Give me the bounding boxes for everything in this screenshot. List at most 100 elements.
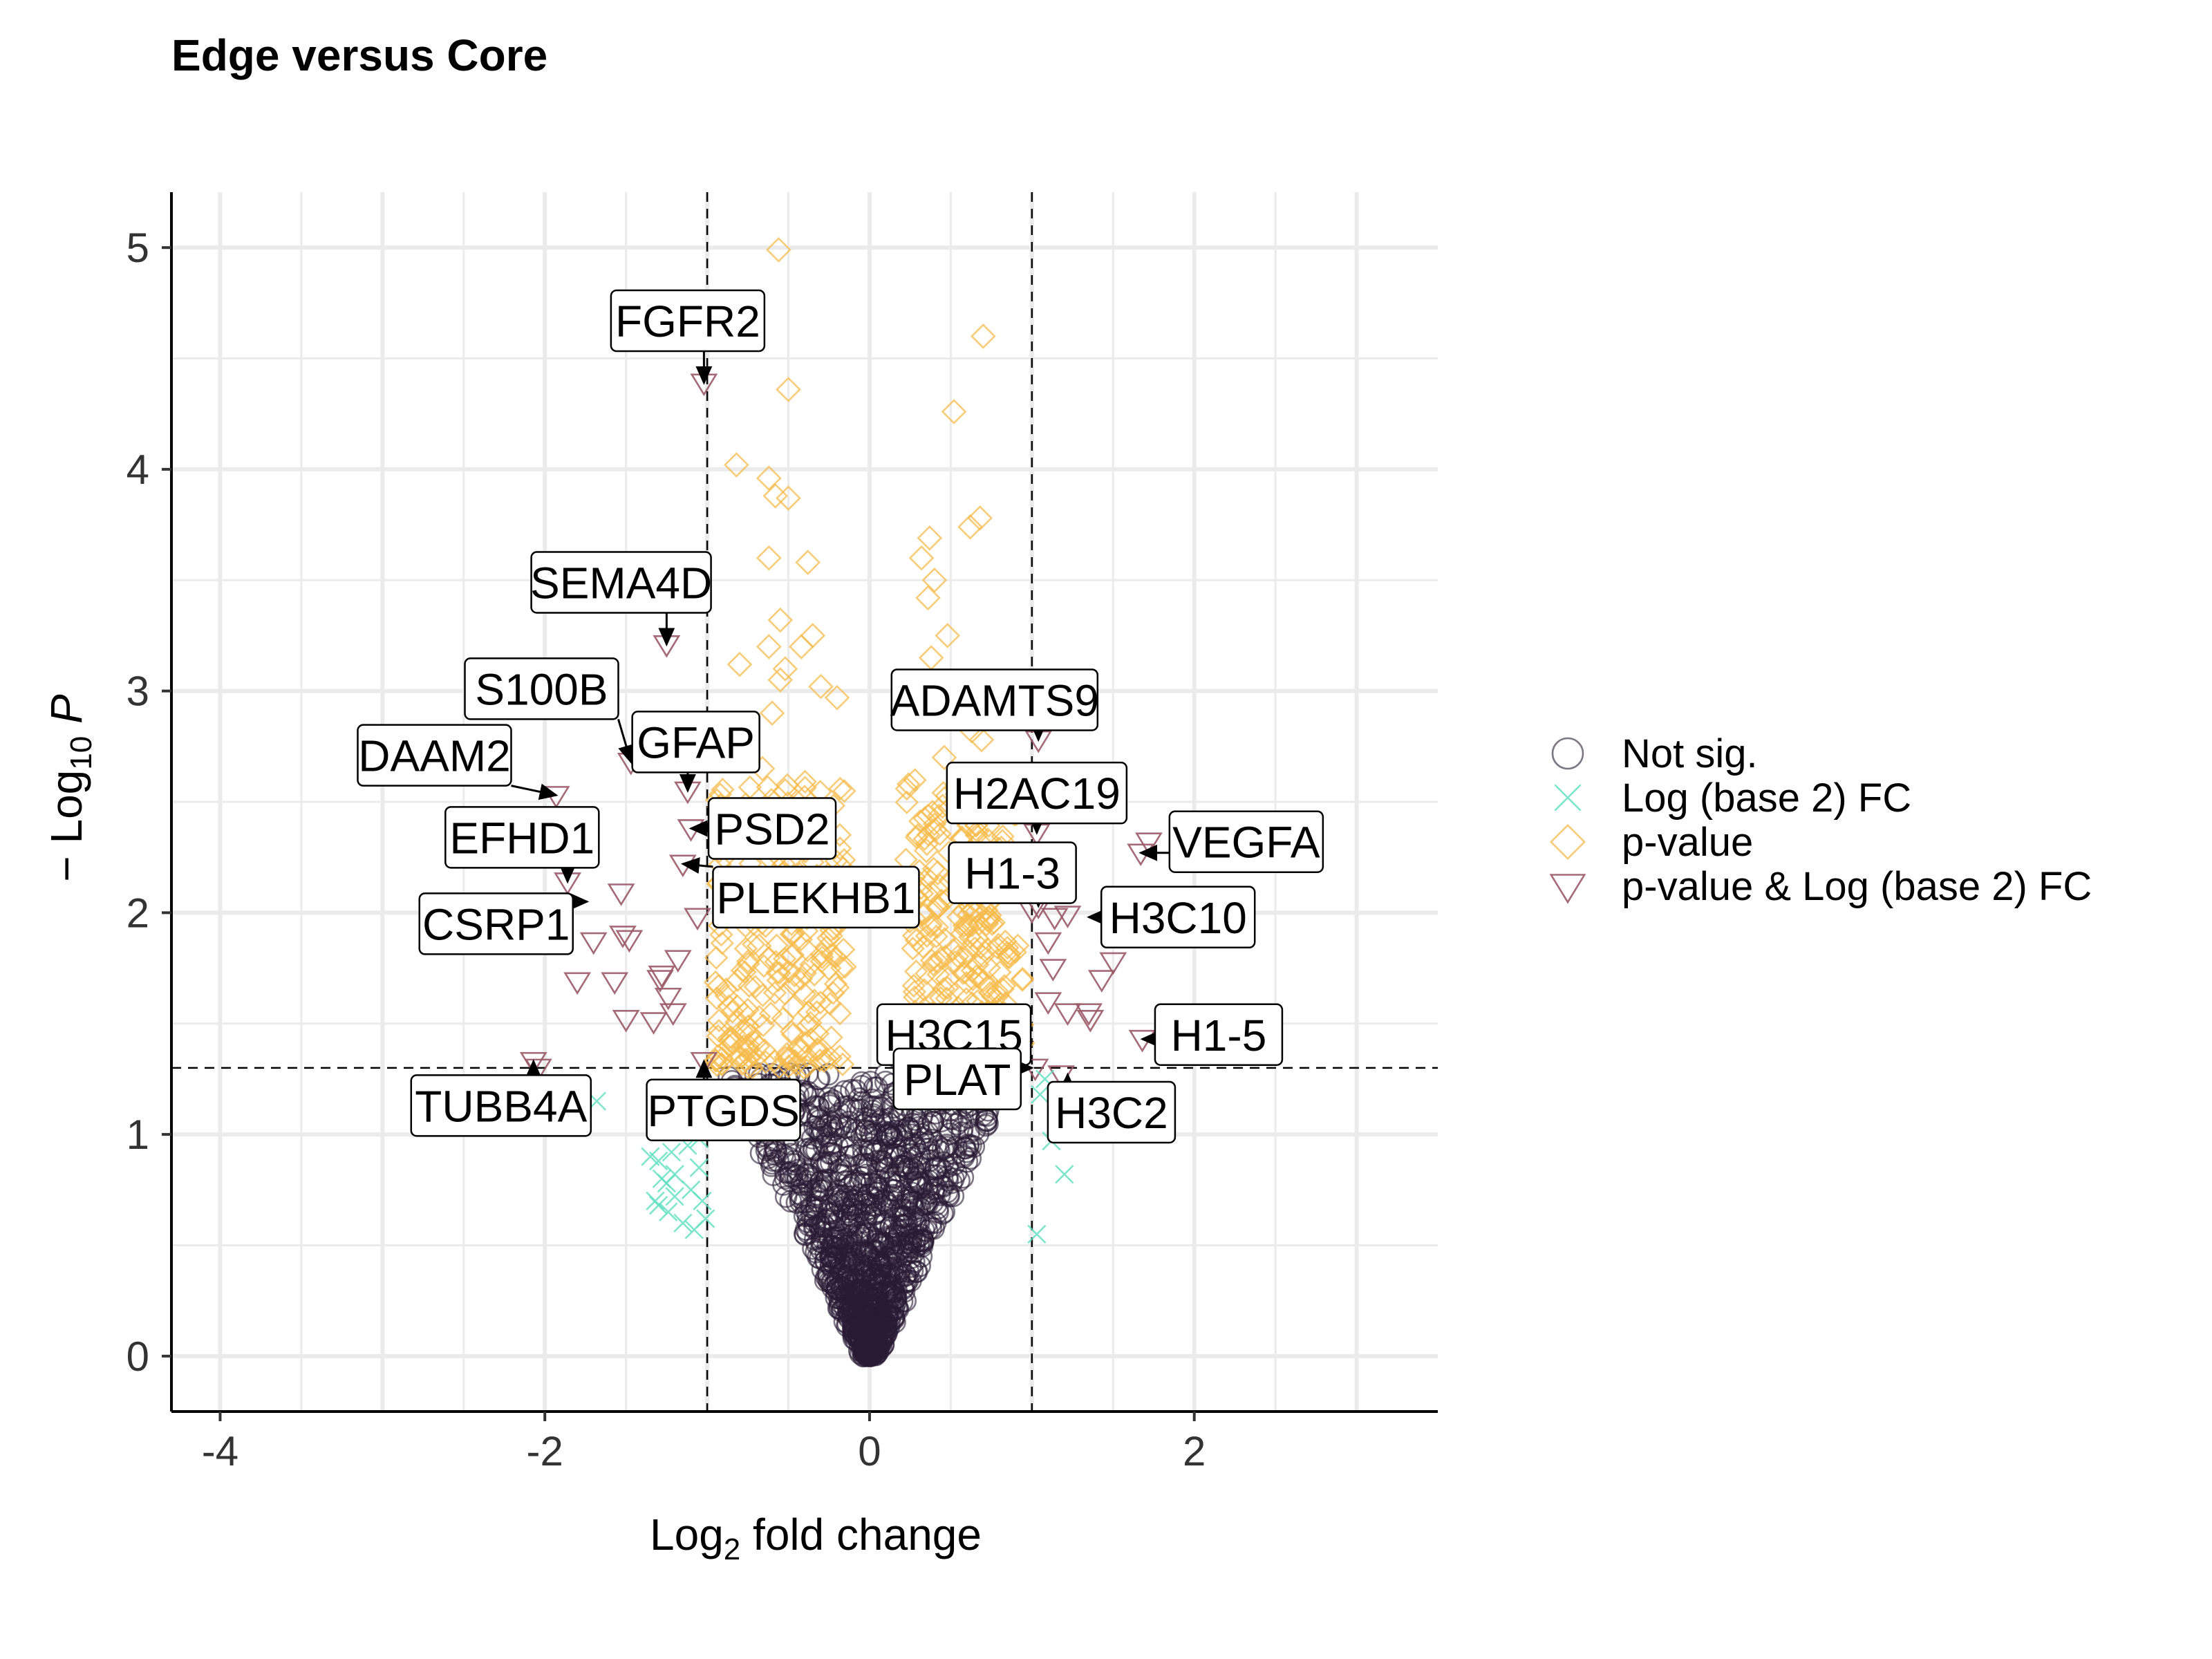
log-fc-point — [662, 1143, 682, 1162]
not-sig-point — [895, 1231, 919, 1254]
x-tick-label: -4 — [202, 1428, 238, 1474]
y-tick-label: 0 — [126, 1333, 149, 1380]
log-fc-point — [1027, 1224, 1047, 1244]
not-sig-point — [825, 1241, 847, 1264]
gene-label-psd2: PSD2 — [688, 797, 837, 860]
p-value-point — [759, 700, 785, 727]
p-and-fc-point — [1099, 952, 1127, 975]
y-tick-label: 3 — [126, 668, 149, 715]
not-sig-point — [859, 1070, 882, 1094]
label-text: H3C2 — [1055, 1088, 1168, 1138]
not-sig-point — [925, 1156, 948, 1180]
not-sig-point — [908, 1155, 931, 1178]
y-tick-label: 1 — [126, 1112, 149, 1158]
p-value-point — [1003, 940, 1027, 964]
p-value-point — [776, 485, 801, 511]
p-value-point — [779, 922, 803, 946]
p-value-point — [738, 1022, 762, 1047]
gene-label-csrp1: CSRP1 — [418, 892, 590, 955]
label-box — [418, 892, 574, 955]
p-value-point — [830, 955, 854, 980]
label-box — [946, 761, 1128, 825]
not-sig-point — [841, 1242, 864, 1266]
p-value-point — [730, 958, 755, 983]
p-value-point — [794, 1044, 818, 1068]
not-sig-point — [916, 1175, 939, 1199]
legend-entry: Not sig. — [1551, 731, 1758, 776]
label-box — [444, 806, 600, 869]
not-sig-point — [826, 1269, 849, 1293]
p-value-point — [901, 936, 925, 961]
p-value-point — [921, 952, 946, 977]
p-value-point — [814, 1047, 838, 1071]
p-value-point — [915, 924, 939, 948]
p-value-point — [767, 607, 794, 633]
p-and-fc-point — [1075, 1003, 1103, 1026]
p-value-point — [827, 1044, 852, 1069]
p-value-point — [953, 917, 977, 941]
p-value-point — [805, 1037, 830, 1061]
gene-label-h2ac19: H2AC19 — [946, 761, 1128, 835]
label-box — [1168, 810, 1324, 873]
p-value-point — [792, 982, 817, 1006]
p-value-point — [782, 964, 807, 988]
p-and-fc-point — [609, 926, 637, 948]
p-value-point — [725, 968, 750, 993]
gene-labels: FGFR2 SEMA4D S100B DAAM2 GFAP PSD2 EFHD1 PLEKHB… — [357, 289, 1324, 1144]
label-text: PLEKHB1 — [716, 873, 915, 923]
p-value-point — [953, 960, 977, 985]
x-tick-label: 0 — [858, 1428, 881, 1474]
p-value-point — [916, 823, 941, 847]
label-text: VEGFA — [1172, 818, 1320, 868]
not-sig-point — [767, 1150, 790, 1173]
not-sig-point — [848, 1332, 871, 1355]
not-sig-point — [949, 1109, 973, 1132]
p-value-point — [952, 913, 977, 938]
label-box — [1100, 885, 1256, 949]
not-sig-point — [783, 1150, 806, 1172]
p-value-point — [795, 550, 821, 575]
y-axis-title-italic: P — [41, 694, 91, 736]
p-and-fc-point — [1127, 843, 1155, 867]
dense-points — [703, 768, 1035, 1368]
not-sig-point — [845, 1306, 869, 1329]
x-tick-label: -2 — [527, 1428, 563, 1474]
gene-label-adamts9: ADAMTS9 — [890, 668, 1099, 742]
p-and-fc-point — [601, 972, 629, 995]
gene-label-daam2: DAAM2 — [357, 724, 559, 800]
p-value-point — [950, 961, 975, 986]
p-value-point — [816, 955, 842, 981]
p-and-fc-point — [1034, 932, 1062, 955]
p-value-point — [735, 1056, 760, 1080]
p-value-point — [751, 983, 775, 1008]
y-axis-title-sub: 10 — [64, 736, 98, 770]
p-value-point — [724, 452, 749, 478]
gene-label-tubb4a: TUBB4A — [410, 1059, 592, 1137]
label-box — [464, 657, 619, 720]
p-value-point — [819, 942, 844, 967]
log-fc-point — [1055, 1165, 1074, 1184]
not-sig-point — [772, 1173, 795, 1196]
p-value-point — [805, 1000, 830, 1024]
p-value-point — [773, 982, 797, 1006]
not-sig-point — [883, 1146, 906, 1170]
not-sig-point — [921, 1191, 944, 1214]
p-value-point — [985, 980, 1009, 1004]
p-value-point — [799, 953, 823, 977]
p-value-point — [732, 1001, 756, 1026]
p-value-point — [740, 1056, 765, 1080]
p-value-point — [753, 1050, 778, 1074]
not-sig-point — [843, 1118, 866, 1142]
p-and-fc-point — [648, 965, 676, 988]
p-value-point — [814, 935, 838, 959]
p-value-point — [802, 988, 827, 1013]
label-text: TUBB4A — [415, 1081, 587, 1131]
not-sig-point — [860, 1337, 883, 1360]
p-value-point — [915, 585, 941, 611]
not-sig-point — [854, 1210, 877, 1234]
x-tick-label: 2 — [1183, 1428, 1206, 1474]
p-value-point — [766, 237, 791, 263]
not-sig-point — [890, 1145, 912, 1168]
not-sig-point — [841, 1198, 864, 1221]
